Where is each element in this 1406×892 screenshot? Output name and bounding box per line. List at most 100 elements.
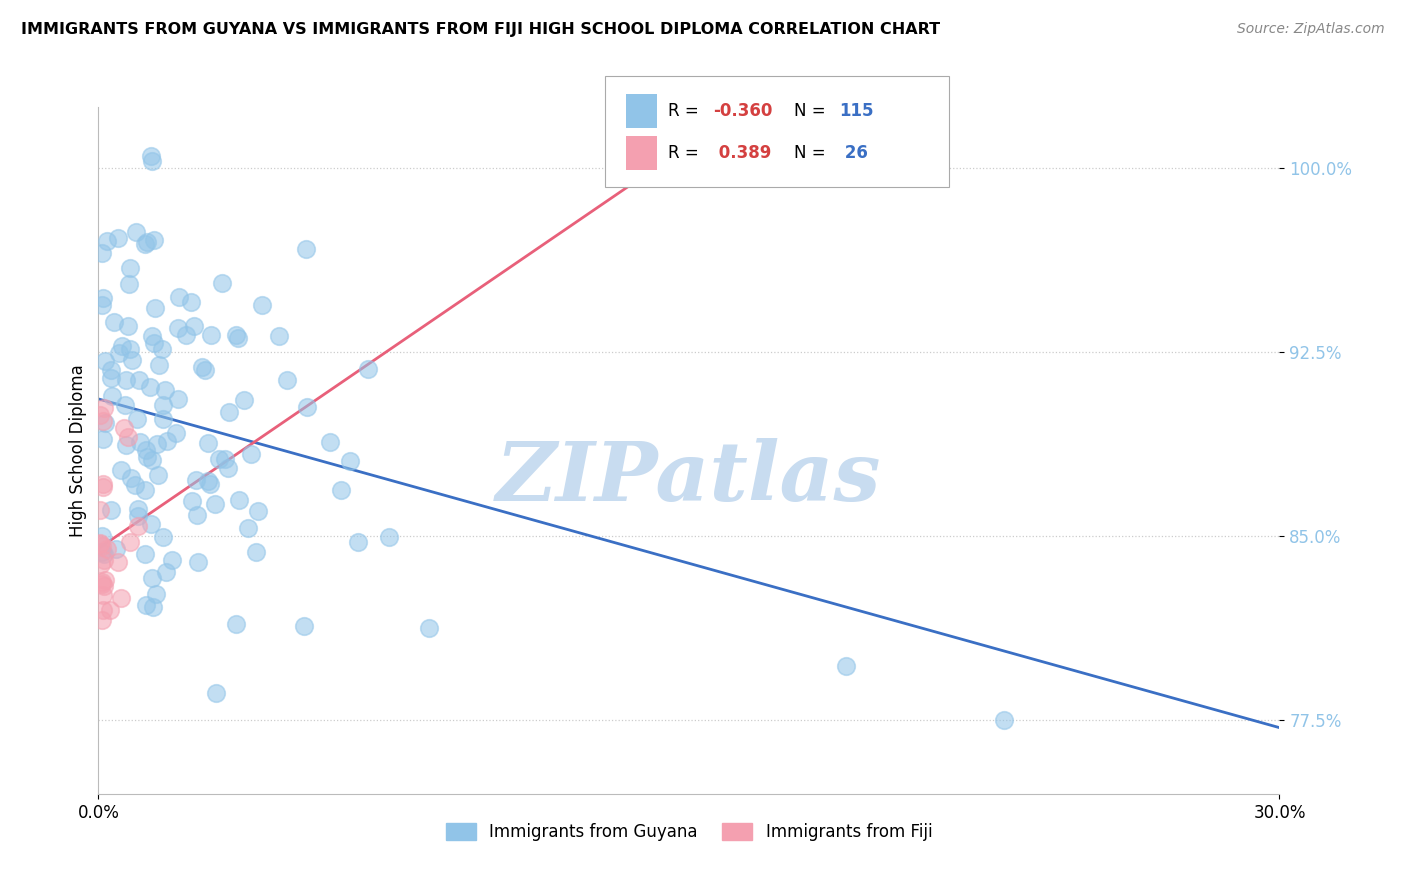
Point [90, 577, 112, 591]
Point [347, 535, 370, 549]
Point [143, 233, 166, 247]
Point [91, 588, 114, 602]
Text: N =: N = [794, 145, 831, 162]
Point [93, 416, 115, 430]
Y-axis label: High School Diploma: High School Diploma [69, 364, 87, 537]
Point [120, 342, 142, 356]
Point [107, 555, 129, 569]
Point [218, 405, 240, 419]
Point [127, 508, 149, 523]
Point [186, 508, 208, 522]
Point [94, 573, 117, 587]
Point [377, 530, 399, 544]
Point [100, 371, 122, 385]
Point [152, 530, 174, 544]
Point [198, 476, 221, 491]
Point [152, 412, 174, 426]
Point [267, 329, 290, 343]
Point [226, 331, 249, 345]
Point [148, 358, 170, 372]
Point [91, 298, 114, 312]
Text: -0.360: -0.360 [713, 102, 772, 120]
Text: 0.389: 0.389 [713, 145, 772, 162]
Point [194, 363, 217, 377]
Point [111, 339, 134, 353]
Point [1091, 829, 1114, 843]
Point [141, 154, 163, 169]
Point [418, 621, 440, 635]
Point [91, 480, 114, 494]
Point [295, 400, 318, 414]
Point [114, 398, 136, 412]
Point [93, 477, 115, 491]
Point [121, 352, 143, 367]
Point [142, 335, 165, 350]
Point [228, 492, 250, 507]
Point [129, 435, 152, 450]
Text: 115: 115 [839, 102, 875, 120]
Point [96, 235, 118, 249]
Point [91, 291, 114, 305]
Point [89, 536, 111, 550]
Point [155, 565, 177, 579]
Point [246, 504, 269, 518]
Point [91, 539, 114, 553]
Point [139, 149, 162, 163]
Text: N =: N = [794, 102, 831, 120]
Point [110, 463, 132, 477]
Text: 26: 26 [839, 145, 869, 162]
Point [236, 521, 259, 535]
Point [319, 435, 342, 450]
Point [993, 714, 1015, 728]
Point [91, 414, 114, 428]
Point [214, 451, 236, 466]
Point [180, 295, 202, 310]
Point [127, 502, 149, 516]
Point [93, 401, 115, 416]
Point [118, 277, 141, 292]
Point [142, 600, 165, 615]
Text: R =: R = [668, 145, 704, 162]
Point [93, 553, 115, 567]
Point [183, 319, 205, 334]
Text: IMMIGRANTS FROM GUYANA VS IMMIGRANTS FROM FIJI HIGH SCHOOL DIPLOMA CORRELATION C: IMMIGRANTS FROM GUYANA VS IMMIGRANTS FRO… [21, 22, 941, 37]
Point [141, 453, 163, 467]
Point [152, 342, 174, 356]
Point [93, 579, 115, 593]
Point [232, 392, 254, 407]
Point [139, 517, 162, 532]
Point [91, 245, 114, 260]
Point [117, 430, 139, 444]
Point [155, 383, 177, 397]
Point [135, 599, 157, 613]
Point [152, 398, 174, 412]
Point [91, 529, 114, 543]
Point [835, 659, 858, 673]
Point [184, 474, 207, 488]
Point [357, 362, 380, 376]
Point [94, 354, 117, 368]
Point [135, 235, 157, 249]
Point [245, 544, 267, 558]
Point [103, 315, 125, 329]
Point [125, 412, 148, 426]
Point [145, 587, 167, 601]
Point [174, 328, 197, 343]
Point [225, 328, 247, 343]
Point [120, 471, 142, 485]
Point [225, 617, 247, 632]
Point [89, 536, 111, 550]
Point [156, 434, 179, 448]
Point [134, 236, 156, 251]
Point [124, 478, 146, 492]
Point [90, 574, 112, 589]
Text: ZIPatlas: ZIPatlas [496, 438, 882, 518]
Point [250, 298, 273, 312]
Point [197, 474, 219, 488]
Point [96, 541, 118, 556]
Point [141, 328, 163, 343]
Point [135, 443, 157, 458]
Point [240, 446, 263, 460]
Point [91, 603, 114, 617]
Point [134, 547, 156, 561]
